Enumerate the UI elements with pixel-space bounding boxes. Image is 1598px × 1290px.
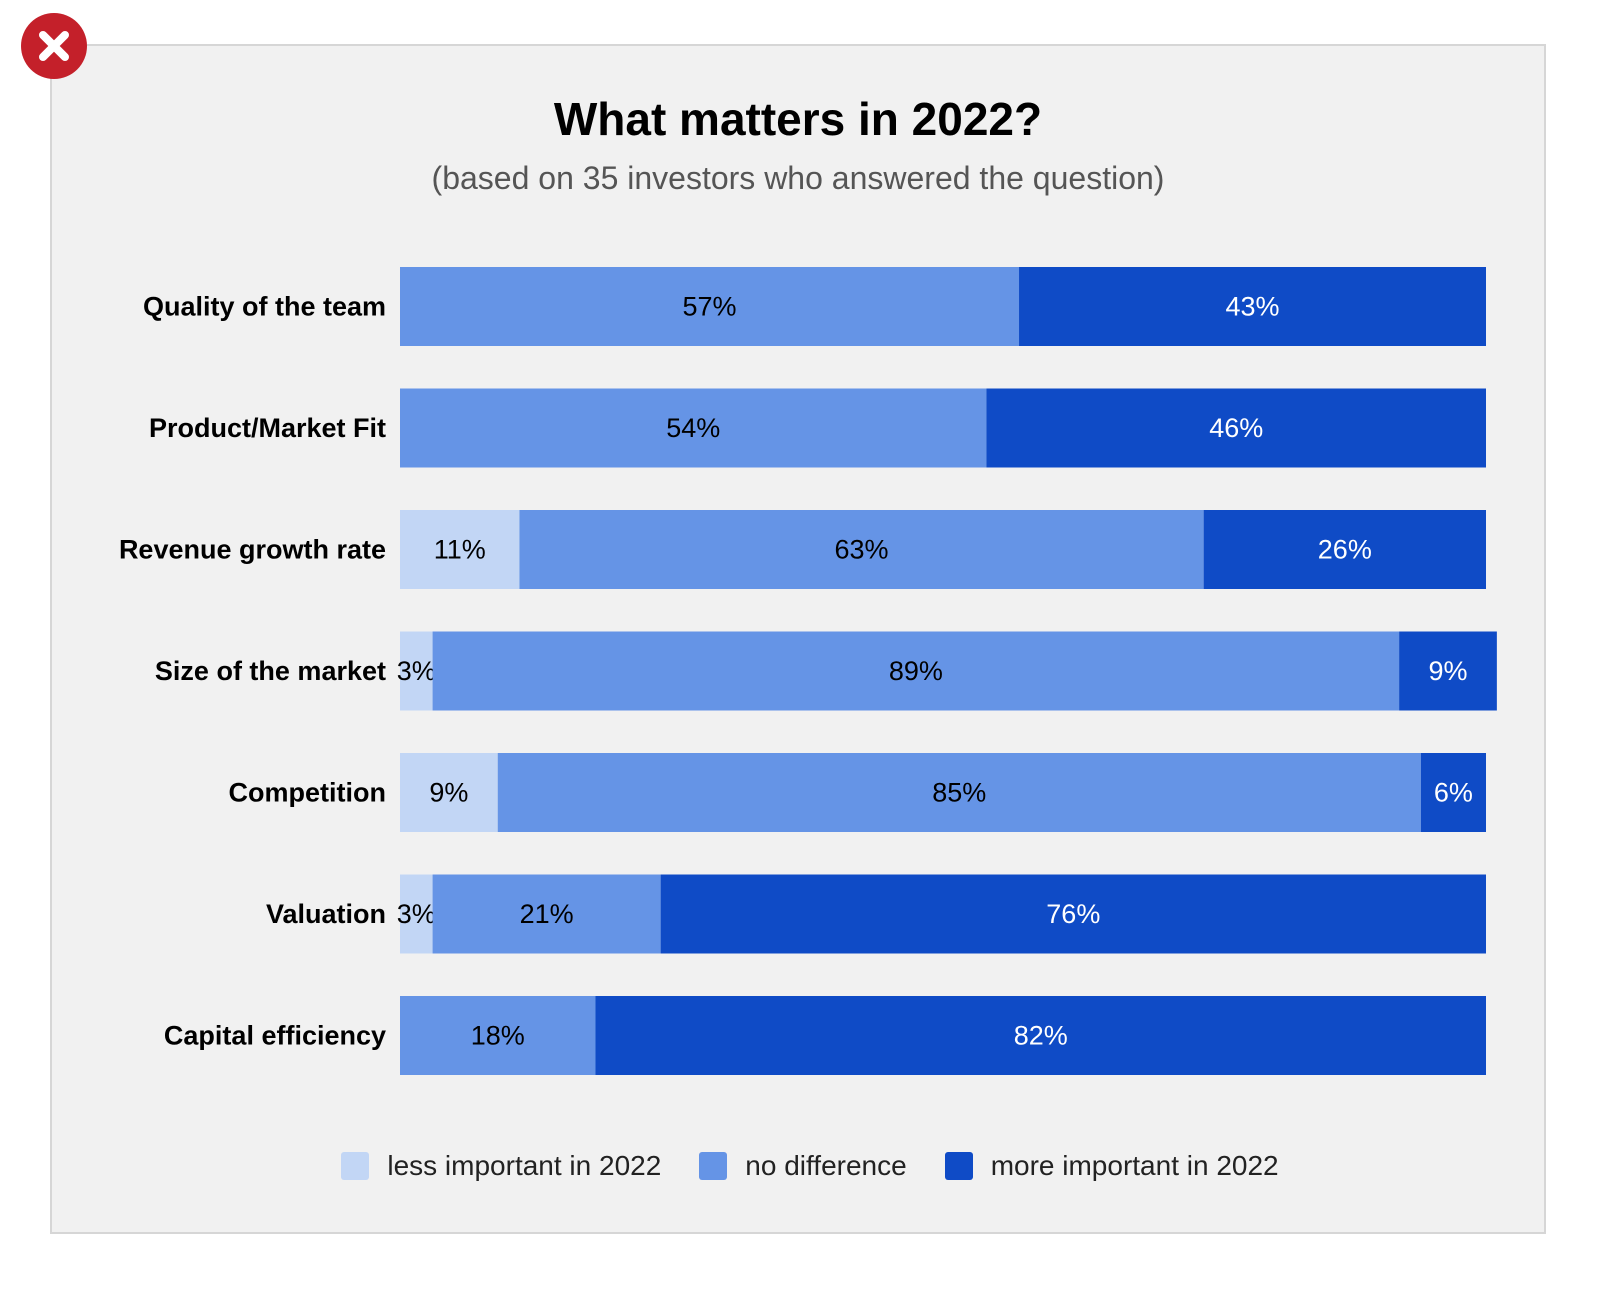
legend-label-less-important: less important in 2022	[387, 1150, 662, 1181]
chart-legend: less important in 2022 no difference mor…	[52, 1150, 1544, 1182]
data-label-size-of-the-market-more: 9%	[1428, 656, 1467, 686]
data-label-quality-of-the-team-more: 43%	[1225, 292, 1279, 322]
bar-segment-valuation-more	[660, 874, 1486, 954]
bar-segment-product-market-fit-nodiff	[400, 388, 987, 468]
legend-label-no-difference: no difference	[745, 1150, 907, 1181]
bar-segment-quality-of-the-team-more	[1019, 267, 1486, 346]
bar-segment-size-of-the-market-less	[400, 631, 433, 711]
bar-segment-quality-of-the-team-nodiff	[400, 267, 1020, 346]
chart-card: What matters in 2022? (based on 35 inves…	[50, 44, 1546, 1234]
close-button[interactable]	[21, 13, 87, 79]
data-label-revenue-growth-rate-nodiff: 63%	[835, 535, 889, 565]
bar-segment-revenue-growth-rate-less	[400, 510, 520, 589]
data-label-revenue-growth-rate-more: 26%	[1318, 535, 1372, 565]
data-label-valuation-more: 76%	[1046, 899, 1100, 929]
data-label-product-market-fit-nodiff: 54%	[666, 413, 720, 443]
data-label-valuation-less: 3%	[397, 899, 436, 929]
data-label-product-market-fit-more: 46%	[1209, 413, 1263, 443]
bar-segment-capital-efficiency-nodiff	[400, 996, 596, 1075]
legend-label-more-important: more important in 2022	[990, 1150, 1279, 1181]
category-label-capital-efficiency: Capital efficiency	[164, 1021, 386, 1051]
legend-swatch-more-important	[944, 1152, 973, 1180]
bar-segment-competition-nodiff	[497, 753, 1421, 832]
legend-item-no-difference: no difference	[699, 1150, 907, 1182]
legend-swatch-less-important	[341, 1152, 370, 1180]
bar-segment-competition-less	[400, 753, 498, 832]
bar-segment-revenue-growth-rate-more	[1203, 510, 1486, 589]
bar-segment-valuation-less	[400, 874, 433, 954]
legend-item-less-important: less important in 2022	[341, 1150, 661, 1182]
legend-item-more-important: more important in 2022	[944, 1150, 1279, 1182]
data-label-size-of-the-market-nodiff: 89%	[889, 656, 943, 686]
data-label-quality-of-the-team-nodiff: 57%	[682, 292, 736, 322]
data-label-size-of-the-market-less: 3%	[397, 656, 436, 686]
category-label-size-of-the-market: Size of the market	[155, 656, 386, 686]
bar-segment-revenue-growth-rate-nodiff	[519, 510, 1204, 589]
data-label-revenue-growth-rate-less: 11%	[434, 535, 486, 565]
close-x-icon	[39, 31, 69, 61]
bar-segment-size-of-the-market-nodiff	[432, 631, 1400, 711]
bar-segment-size-of-the-market-more	[1399, 631, 1497, 711]
data-label-competition-more: 6%	[1434, 778, 1473, 808]
data-label-capital-efficiency-more: 82%	[1014, 1021, 1068, 1051]
category-label-valuation: Valuation	[266, 899, 386, 929]
category-label-competition: Competition	[229, 778, 386, 808]
data-label-capital-efficiency-nodiff: 18%	[471, 1021, 525, 1051]
category-label-quality-of-the-team: Quality of the team	[143, 292, 386, 322]
data-label-competition-less: 9%	[429, 778, 468, 808]
data-label-valuation-nodiff: 21%	[520, 899, 574, 929]
bar-segment-competition-more	[1420, 753, 1486, 832]
chart-subtitle: (based on 35 investors who answered the …	[431, 160, 1165, 196]
stacked-bar-chart: Quality of the team 57% 43% Product/Market …	[119, 267, 1497, 1075]
category-label-product-market-fit: Product/Market Fit	[149, 413, 386, 443]
legend-swatch-no-difference	[699, 1152, 728, 1180]
bar-segment-valuation-nodiff	[432, 874, 661, 954]
data-label-competition-nodiff: 85%	[932, 778, 986, 808]
category-label-revenue-growth-rate: Revenue growth rate	[119, 535, 386, 565]
bar-segment-product-market-fit-more	[986, 388, 1486, 468]
chart-title: What matters in 2022?	[553, 93, 1043, 145]
bar-segment-capital-efficiency-more	[595, 996, 1486, 1075]
